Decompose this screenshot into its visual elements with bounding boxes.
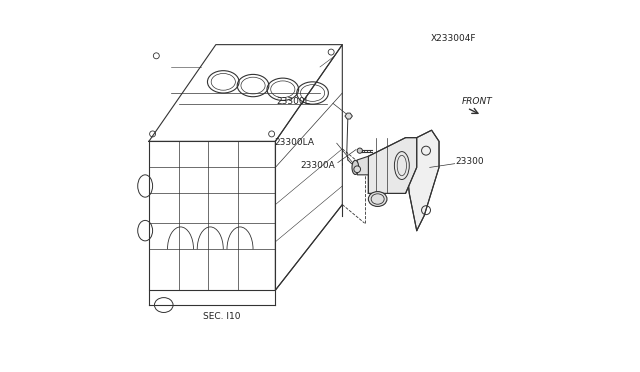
Text: 23300A: 23300A xyxy=(300,161,335,170)
Text: SEC. I10: SEC. I10 xyxy=(203,312,240,321)
Text: X233004F: X233004F xyxy=(431,34,477,43)
Text: 23300L: 23300L xyxy=(276,97,310,106)
Text: 23300: 23300 xyxy=(456,157,484,166)
Polygon shape xyxy=(345,113,353,119)
Circle shape xyxy=(357,148,362,153)
Ellipse shape xyxy=(369,192,387,206)
Text: 23300LA: 23300LA xyxy=(274,138,314,147)
Polygon shape xyxy=(406,130,439,231)
Polygon shape xyxy=(369,138,417,193)
Circle shape xyxy=(354,166,360,173)
Ellipse shape xyxy=(352,160,358,174)
Polygon shape xyxy=(357,156,369,175)
Text: FRONT: FRONT xyxy=(462,97,493,106)
